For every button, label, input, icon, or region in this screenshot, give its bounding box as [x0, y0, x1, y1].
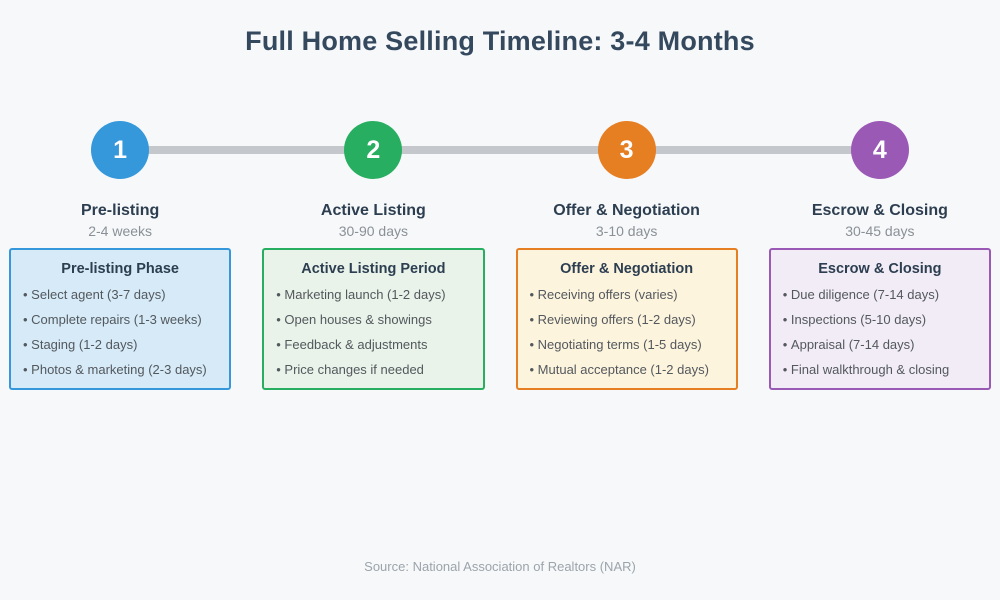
card-item: Marketing launch (1-2 days)	[276, 287, 470, 303]
page-title: Full Home Selling Timeline: 3-4 Months	[245, 26, 755, 56]
phase-name: Offer & Negotiation	[553, 202, 700, 219]
phase-name: Active Listing	[320, 202, 426, 219]
phase-column-active-listing: 2 Active Listing 30-90 days Active Listi…	[262, 121, 485, 390]
card-title: Escrow & Closing	[818, 261, 942, 277]
timeline-connector-line	[120, 146, 880, 154]
phase-column-pre-listing: 1 Pre-listing 2-4 weeks Pre-listing Phas…	[9, 121, 232, 390]
phase-duration: 30-45 days	[845, 223, 915, 239]
card-title: Active Listing Period	[301, 261, 446, 277]
phase-number: 2	[366, 135, 381, 164]
phase-column-offer-negotiation: 3 Offer & Negotiation 3-10 days Offer & …	[515, 121, 738, 390]
card-item: Final walkthrough & closing	[783, 362, 977, 378]
phase-detail-card: Offer & Negotiation Receiving offers (va…	[515, 248, 738, 390]
phase-detail-card: Escrow & Closing Due diligence (7-14 day…	[768, 248, 991, 390]
card-item-list: Marketing launch (1-2 days) Open houses …	[276, 287, 470, 378]
phase-detail-card: Pre-listing Phase Select agent (3-7 days…	[9, 248, 232, 390]
card-item: Due diligence (7-14 days)	[783, 287, 977, 303]
card-item-list: Due diligence (7-14 days) Inspections (5…	[783, 287, 977, 378]
card-item: Inspections (5-10 days)	[783, 312, 977, 328]
card-item-list: Receiving offers (varies) Reviewing offe…	[530, 287, 724, 378]
card-item: Photos & marketing (2-3 days)	[23, 362, 217, 378]
card-title: Offer & Negotiation	[560, 261, 694, 277]
phase-number: 1	[113, 135, 128, 164]
card-item: Reviewing offers (1-2 days)	[530, 312, 724, 328]
phase-column-escrow-closing: 4 Escrow & Closing 30-45 days Escrow & C…	[768, 121, 991, 390]
phase-3-marker: 3	[597, 121, 656, 179]
phase-name: Escrow & Closing	[811, 202, 948, 219]
card-item: Staging (1-2 days)	[23, 337, 217, 353]
card-item: Select agent (3-7 days)	[23, 287, 217, 303]
phase-2-marker: 2	[344, 121, 403, 179]
card-item: Open houses & showings	[276, 312, 470, 328]
card-item: Complete repairs (1-3 weeks)	[23, 312, 217, 328]
phase-1-marker: 1	[91, 121, 150, 179]
card-item: Price changes if needed	[276, 362, 470, 378]
phase-name: Pre-listing	[81, 202, 160, 219]
card-item: Negotiating terms (1-5 days)	[530, 337, 724, 353]
card-item: Receiving offers (varies)	[530, 287, 724, 303]
card-title: Pre-listing Phase	[61, 261, 179, 277]
phase-columns: 1 Pre-listing 2-4 weeks Pre-listing Phas…	[9, 121, 991, 390]
card-item: Appraisal (7-14 days)	[783, 337, 977, 353]
phase-4-marker: 4	[850, 121, 909, 179]
card-item: Feedback & adjustments	[276, 337, 470, 353]
card-item: Mutual acceptance (1-2 days)	[530, 362, 724, 378]
phase-detail-card: Active Listing Period Marketing launch (…	[262, 248, 485, 390]
phase-duration: 2-4 weeks	[88, 223, 153, 239]
card-item-list: Select agent (3-7 days) Complete repairs…	[23, 287, 217, 378]
source-attribution: Source: National Association of Realtors…	[364, 559, 636, 574]
phase-number: 3	[619, 135, 634, 164]
phase-number: 4	[872, 135, 887, 164]
phase-duration: 3-10 days	[595, 223, 658, 239]
phase-duration: 30-90 days	[338, 223, 409, 239]
